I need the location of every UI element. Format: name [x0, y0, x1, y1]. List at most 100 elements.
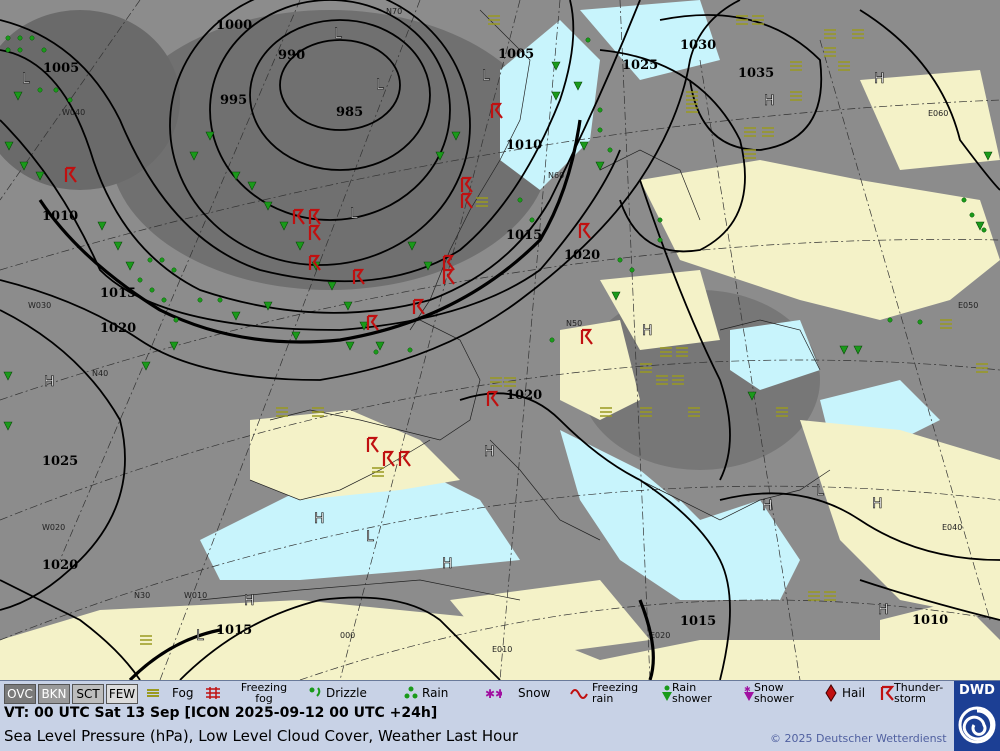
legend-thunderstorm: Thunder-storm: [878, 682, 954, 704]
grid-label: N60: [548, 171, 564, 180]
isobar-label: 995: [220, 93, 247, 108]
thunderstorm-symbols: [64, 102, 593, 467]
legend-snow-shower-label: Snow shower: [754, 681, 794, 705]
svg-text:✱: ✱: [744, 685, 751, 694]
coastlines: [199, 9, 831, 601]
drizzle-icon: [309, 687, 321, 697]
high-pressure-marker: H: [314, 511, 325, 527]
legend-drizzle: Drizzle: [306, 682, 386, 704]
legend-ovc: OVC: [4, 684, 36, 704]
grid-label: N40: [92, 369, 108, 378]
high-pressure-marker: H: [764, 93, 775, 109]
high-pressure-marker: H: [642, 323, 653, 339]
map-description: Sea Level Pressure (hPa), Low Level Clou…: [4, 727, 519, 745]
isobar-label: 1020: [100, 321, 136, 336]
grid-label: N50: [566, 319, 582, 328]
isobars: [0, 0, 1000, 680]
isobar-label: 1000: [216, 18, 252, 33]
isobar-label: 1020: [42, 558, 78, 573]
isobar-label: 990: [278, 48, 305, 63]
high-pressure-marker: H: [484, 444, 495, 460]
high-pressure-marker: H: [762, 498, 773, 514]
low-pressure-marker: L: [22, 71, 30, 87]
low-pressure-marker: L: [482, 68, 490, 84]
legend-few: FEW: [106, 684, 138, 704]
isobar-label: 985: [336, 105, 363, 120]
grid-label: W030: [28, 301, 51, 310]
isobar-label: 1015: [506, 228, 542, 243]
dwd-logo: DWD: [954, 681, 1000, 751]
dwd-logo-text: DWD: [959, 683, 995, 698]
low-pressure-marker: L: [816, 483, 824, 499]
isobar-label: 1010: [42, 209, 78, 224]
legend-thunderstorm-label: Thunder-storm: [894, 681, 944, 705]
legend-panel: OVC BKN SCT FEW Fog Freezing fog Drizzle…: [0, 680, 1000, 751]
low-pressure-marker: L: [366, 529, 374, 545]
grid-label: W020: [42, 523, 65, 532]
grid-label: E040: [942, 523, 962, 532]
grid-label: 000: [340, 631, 355, 640]
low-pressure-marker: L: [196, 628, 204, 644]
legend-bkn: BKN: [38, 684, 70, 704]
legend-rain-shower-label: Rain shower: [672, 681, 712, 705]
fog-symbols: [140, 15, 988, 645]
high-pressure-marker: H: [244, 593, 255, 609]
legend-snow-label: Snow: [518, 686, 551, 700]
legend-freezing-fog: Freezing fog: [204, 682, 294, 704]
low-pressure-marker: L: [334, 26, 342, 42]
low-pressure-marker: L: [376, 77, 384, 93]
copyright: © 2025 Deutscher Wetterdienst: [770, 732, 947, 745]
grid-label: N30: [134, 591, 150, 600]
freezing-fog-icon: [206, 687, 220, 699]
dwd-spiral-icon: [958, 706, 996, 744]
high-pressure-marker: H: [872, 496, 883, 512]
legend-hail: Hail: [822, 682, 878, 704]
legend-rain: Rain: [402, 682, 472, 704]
isobar-label: 1020: [506, 388, 542, 403]
high-pressure-marker: H: [874, 71, 885, 87]
isobar-label: 1010: [912, 613, 948, 628]
grid-label: E050: [958, 301, 978, 310]
valid-time: VT: 00 UTC Sat 13 Sep [ICON 2025-09-12 0…: [4, 705, 438, 721]
rain-shower-icon: [662, 685, 672, 701]
legend-sct: SCT: [72, 684, 104, 704]
isobar-label: 1015: [680, 614, 716, 629]
legend-freezing-rain-label: Freezing rain: [592, 681, 639, 705]
isobar-label: 1020: [564, 248, 600, 263]
fog-icon: [147, 689, 159, 697]
isobar-labels: 1000 1005 990 985 995 1005 1030 1025 103…: [42, 18, 948, 638]
snow-icon: ✱✱: [485, 687, 502, 701]
weather-map: N70 N60 N50 N40 N30 W040 W030 W020 W010 …: [0, 0, 1000, 680]
snow-shower-icon: ✱: [744, 685, 754, 701]
grid-label: N70: [386, 7, 402, 16]
isobar-label: 1005: [43, 61, 79, 76]
pressure-centers: L L L L L H H H H H H H H L L H H L H: [22, 26, 889, 645]
isobar-label: 1015: [100, 286, 136, 301]
grid-label: E060: [928, 109, 948, 118]
bold-isobars: [38, 119, 655, 680]
grid-label: W010: [184, 591, 207, 600]
legend-rain-label: Rain: [422, 686, 449, 700]
legend-hail-label: Hail: [842, 686, 866, 700]
isobar-label: 1025: [42, 454, 78, 469]
rain-symbols: [5, 35, 987, 355]
legend-rain-shower: Rain shower: [660, 682, 734, 704]
high-pressure-marker: H: [442, 556, 453, 572]
low-pressure-marker: L: [350, 206, 358, 222]
rain-icon: [404, 686, 418, 699]
grid-label: E020: [650, 631, 670, 640]
svg-text:✱✱: ✱✱: [485, 687, 502, 701]
legend-freezing-fog-label: Freezing fog: [240, 681, 288, 705]
isobar-label: 1015: [216, 623, 252, 638]
legend-fog: Fog: [144, 682, 200, 704]
legend-row: OVC BKN SCT FEW Fog Freezing fog Drizzle…: [0, 681, 954, 705]
isobar-label: 1005: [498, 47, 534, 62]
high-pressure-marker: H: [878, 602, 889, 618]
legend-freezing-rain: Freezing rain: [570, 682, 654, 704]
freezing-rain-icon: [570, 689, 588, 699]
high-pressure-marker: H: [44, 374, 55, 390]
isobar-label: 1030: [680, 38, 716, 53]
hail-icon: [825, 684, 837, 702]
isobar-label: 1025: [622, 58, 658, 73]
legend-fog-label: Fog: [172, 686, 194, 700]
